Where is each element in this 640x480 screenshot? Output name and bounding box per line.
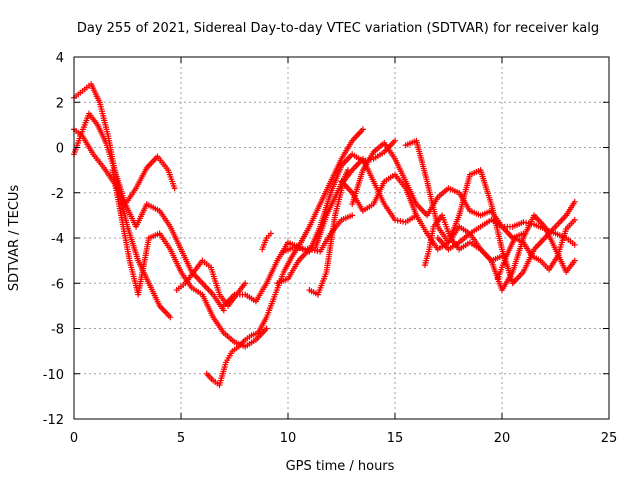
x-tick-label: 5 bbox=[177, 431, 185, 446]
series-sat-h bbox=[259, 230, 274, 253]
x-tick-label: 0 bbox=[70, 431, 78, 446]
data-point-marker bbox=[167, 314, 174, 321]
y-tick-label: 2 bbox=[56, 96, 64, 111]
data-point-marker bbox=[571, 257, 578, 264]
y-tick-label: -10 bbox=[43, 368, 64, 383]
series-sat-p bbox=[434, 216, 578, 253]
x-tick-label: 15 bbox=[387, 431, 404, 446]
data-point-marker bbox=[242, 280, 249, 287]
x-tick-label: 10 bbox=[280, 431, 297, 446]
data-point-marker bbox=[571, 216, 578, 223]
series-sat-c bbox=[71, 110, 227, 314]
y-tick-label: -2 bbox=[51, 187, 64, 202]
data-points bbox=[71, 81, 578, 389]
y-tick-label: -4 bbox=[51, 232, 64, 247]
x-axis-label: GPS time / hours bbox=[286, 459, 395, 474]
data-point-marker bbox=[267, 230, 274, 237]
x-tick-label: 25 bbox=[601, 431, 618, 446]
series-sat-q bbox=[494, 216, 578, 282]
y-tick-label: -12 bbox=[43, 413, 64, 428]
y-axis-label: SDTVAR / TECUs bbox=[7, 185, 22, 292]
data-point-marker bbox=[392, 137, 398, 144]
data-point-marker bbox=[349, 212, 356, 219]
chart-title: Day 255 of 2021, Sidereal Day-to-day VTE… bbox=[77, 21, 599, 36]
y-tick-label: -6 bbox=[51, 277, 64, 292]
data-point-marker bbox=[171, 185, 178, 192]
series-sat-f bbox=[203, 126, 366, 389]
y-tick-label: 0 bbox=[56, 142, 64, 157]
series-sat-a bbox=[71, 126, 178, 208]
data-point-marker bbox=[263, 325, 270, 332]
series-sat-i bbox=[274, 212, 356, 287]
data-point-marker bbox=[571, 198, 578, 205]
data-point-marker bbox=[571, 241, 578, 248]
series-sat-b bbox=[71, 81, 174, 321]
data-point-marker bbox=[359, 126, 366, 133]
x-tick-label: 20 bbox=[494, 431, 511, 446]
grid-lines bbox=[74, 57, 609, 419]
y-tick-label: 4 bbox=[56, 51, 64, 66]
y-tick-label: -8 bbox=[51, 323, 64, 338]
